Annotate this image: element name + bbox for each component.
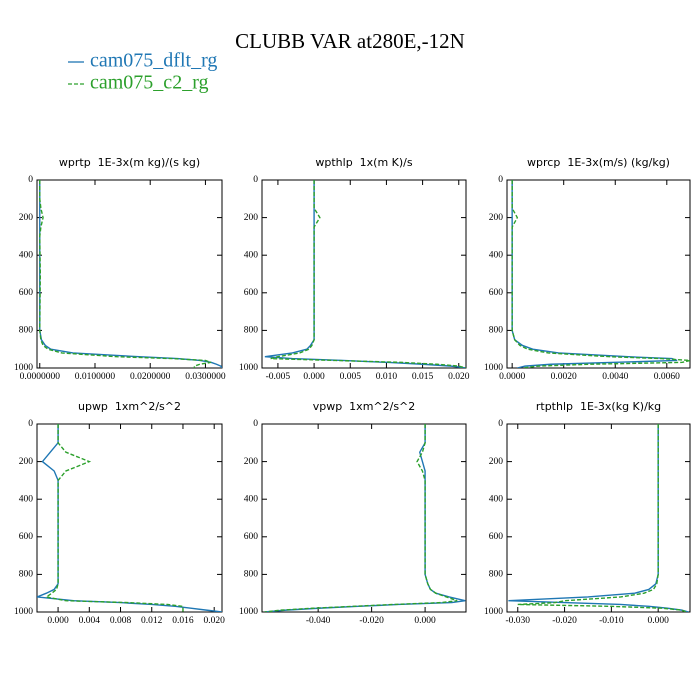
plot-frame [36,179,223,369]
profile-line [270,180,466,368]
y-tick-label: 800 [489,570,504,580]
x-tick-label: 0.008 [110,616,132,626]
y-tick-label: 200 [244,457,259,467]
y-tick-label: 200 [489,457,504,467]
profile-line [517,424,687,612]
y-tick-label: 0 [498,419,503,429]
y-tick-label: 1000 [14,607,33,617]
y-tick-label: 400 [19,494,34,504]
x-tick-label: 0.0060 [654,372,680,382]
y-tick-label: 1000 [14,363,33,373]
y-tick-label: 1000 [484,363,503,373]
x-tick-label: -0.005 [266,372,291,382]
y-tick-label: 0 [28,419,33,429]
plot-frame [506,179,691,369]
profile-line [511,180,690,368]
plot-frame [36,423,223,613]
subplot-title: wpthlp 1x(m K)/s [315,156,413,169]
y-tick-label: 1000 [484,607,503,617]
y-tick-label: 600 [19,288,34,298]
x-tick-label: 0.0020 [551,372,577,382]
subplot-title: vpwp 1xm^2/s^2 [313,400,416,413]
y-tick-label: 400 [489,494,504,504]
legend-label: cam075_c2_rg [90,72,209,94]
y-tick-label: 200 [19,457,34,467]
y-tick-label: 600 [244,288,259,298]
x-tick-label: 0.010 [376,372,398,382]
y-tick-label: 200 [489,213,504,223]
y-tick-label: 400 [244,494,259,504]
profile-line [264,180,466,368]
y-tick-label: 0 [253,175,258,185]
plot-frame [261,423,467,613]
y-tick-label: 800 [19,570,34,580]
x-tick-label: 0.0300000 [185,372,226,382]
x-tick-label: -0.030 [505,616,530,626]
legend-label: cam075_dflt_rg [90,50,217,72]
profile-line [508,424,689,612]
y-tick-label: 0 [253,419,258,429]
x-tick-label: 0.012 [141,616,163,626]
y-tick-label: 1000 [239,363,258,373]
x-tick-label: 0.0100000 [75,372,116,382]
x-tick-label: -0.020 [552,616,577,626]
x-tick-label: 0.020 [448,372,470,382]
y-tick-label: 600 [244,532,259,542]
x-tick-label: 0.015 [412,372,434,382]
x-tick-label: 0.000 [647,616,669,626]
x-tick-label: 0.0200000 [130,372,171,382]
subplot-title: rtpthlp 1E-3x(kg K)/kg [536,400,661,413]
profile-line [264,424,466,612]
y-tick-label: 600 [489,532,504,542]
x-tick-label: 0.000 [303,372,325,382]
x-tick-label: 0.000 [414,616,436,626]
x-tick-label: 0.020 [204,616,226,626]
plot-frame [506,423,691,613]
y-tick-label: 600 [489,288,504,298]
profile-line [264,424,458,612]
subplot-title: upwp 1xm^2/s^2 [78,400,181,413]
x-tick-label: -0.040 [306,616,331,626]
y-tick-label: 800 [489,326,504,336]
profile-line [511,180,678,368]
y-tick-label: 400 [244,250,259,260]
x-tick-label: -0.020 [359,616,384,626]
y-tick-label: 800 [19,326,34,336]
x-tick-label: 0.005 [340,372,362,382]
y-tick-label: 0 [28,175,33,185]
subplot-title: wprtp 1E-3x(m kg)/(s kg) [59,156,200,169]
profile-line [39,180,212,368]
y-tick-label: 800 [244,326,259,336]
x-tick-label: -0.010 [599,616,624,626]
x-tick-label: 0.004 [79,616,101,626]
x-tick-label: 0.000 [47,616,69,626]
subplot-title: wprcp 1E-3x(m/s) (kg/kg) [527,156,670,169]
x-tick-label: 0.0040 [602,372,628,382]
x-tick-label: 0.0000 [499,372,525,382]
plot-frame [261,179,467,369]
x-tick-label: 0.016 [172,616,194,626]
y-tick-label: 400 [489,250,504,260]
figure-title: CLUBB VAR at280E,-12N [235,29,465,53]
y-tick-label: 0 [498,175,503,185]
profile-line [39,180,222,368]
profile-line [44,424,184,612]
y-tick-label: 200 [19,213,34,223]
y-tick-label: 600 [19,532,34,542]
y-tick-label: 800 [244,570,259,580]
y-tick-label: 1000 [239,607,258,617]
profile-line [37,424,222,612]
y-tick-label: 400 [19,250,34,260]
x-tick-label: 0.0000000 [20,372,61,382]
y-tick-label: 200 [244,213,259,223]
